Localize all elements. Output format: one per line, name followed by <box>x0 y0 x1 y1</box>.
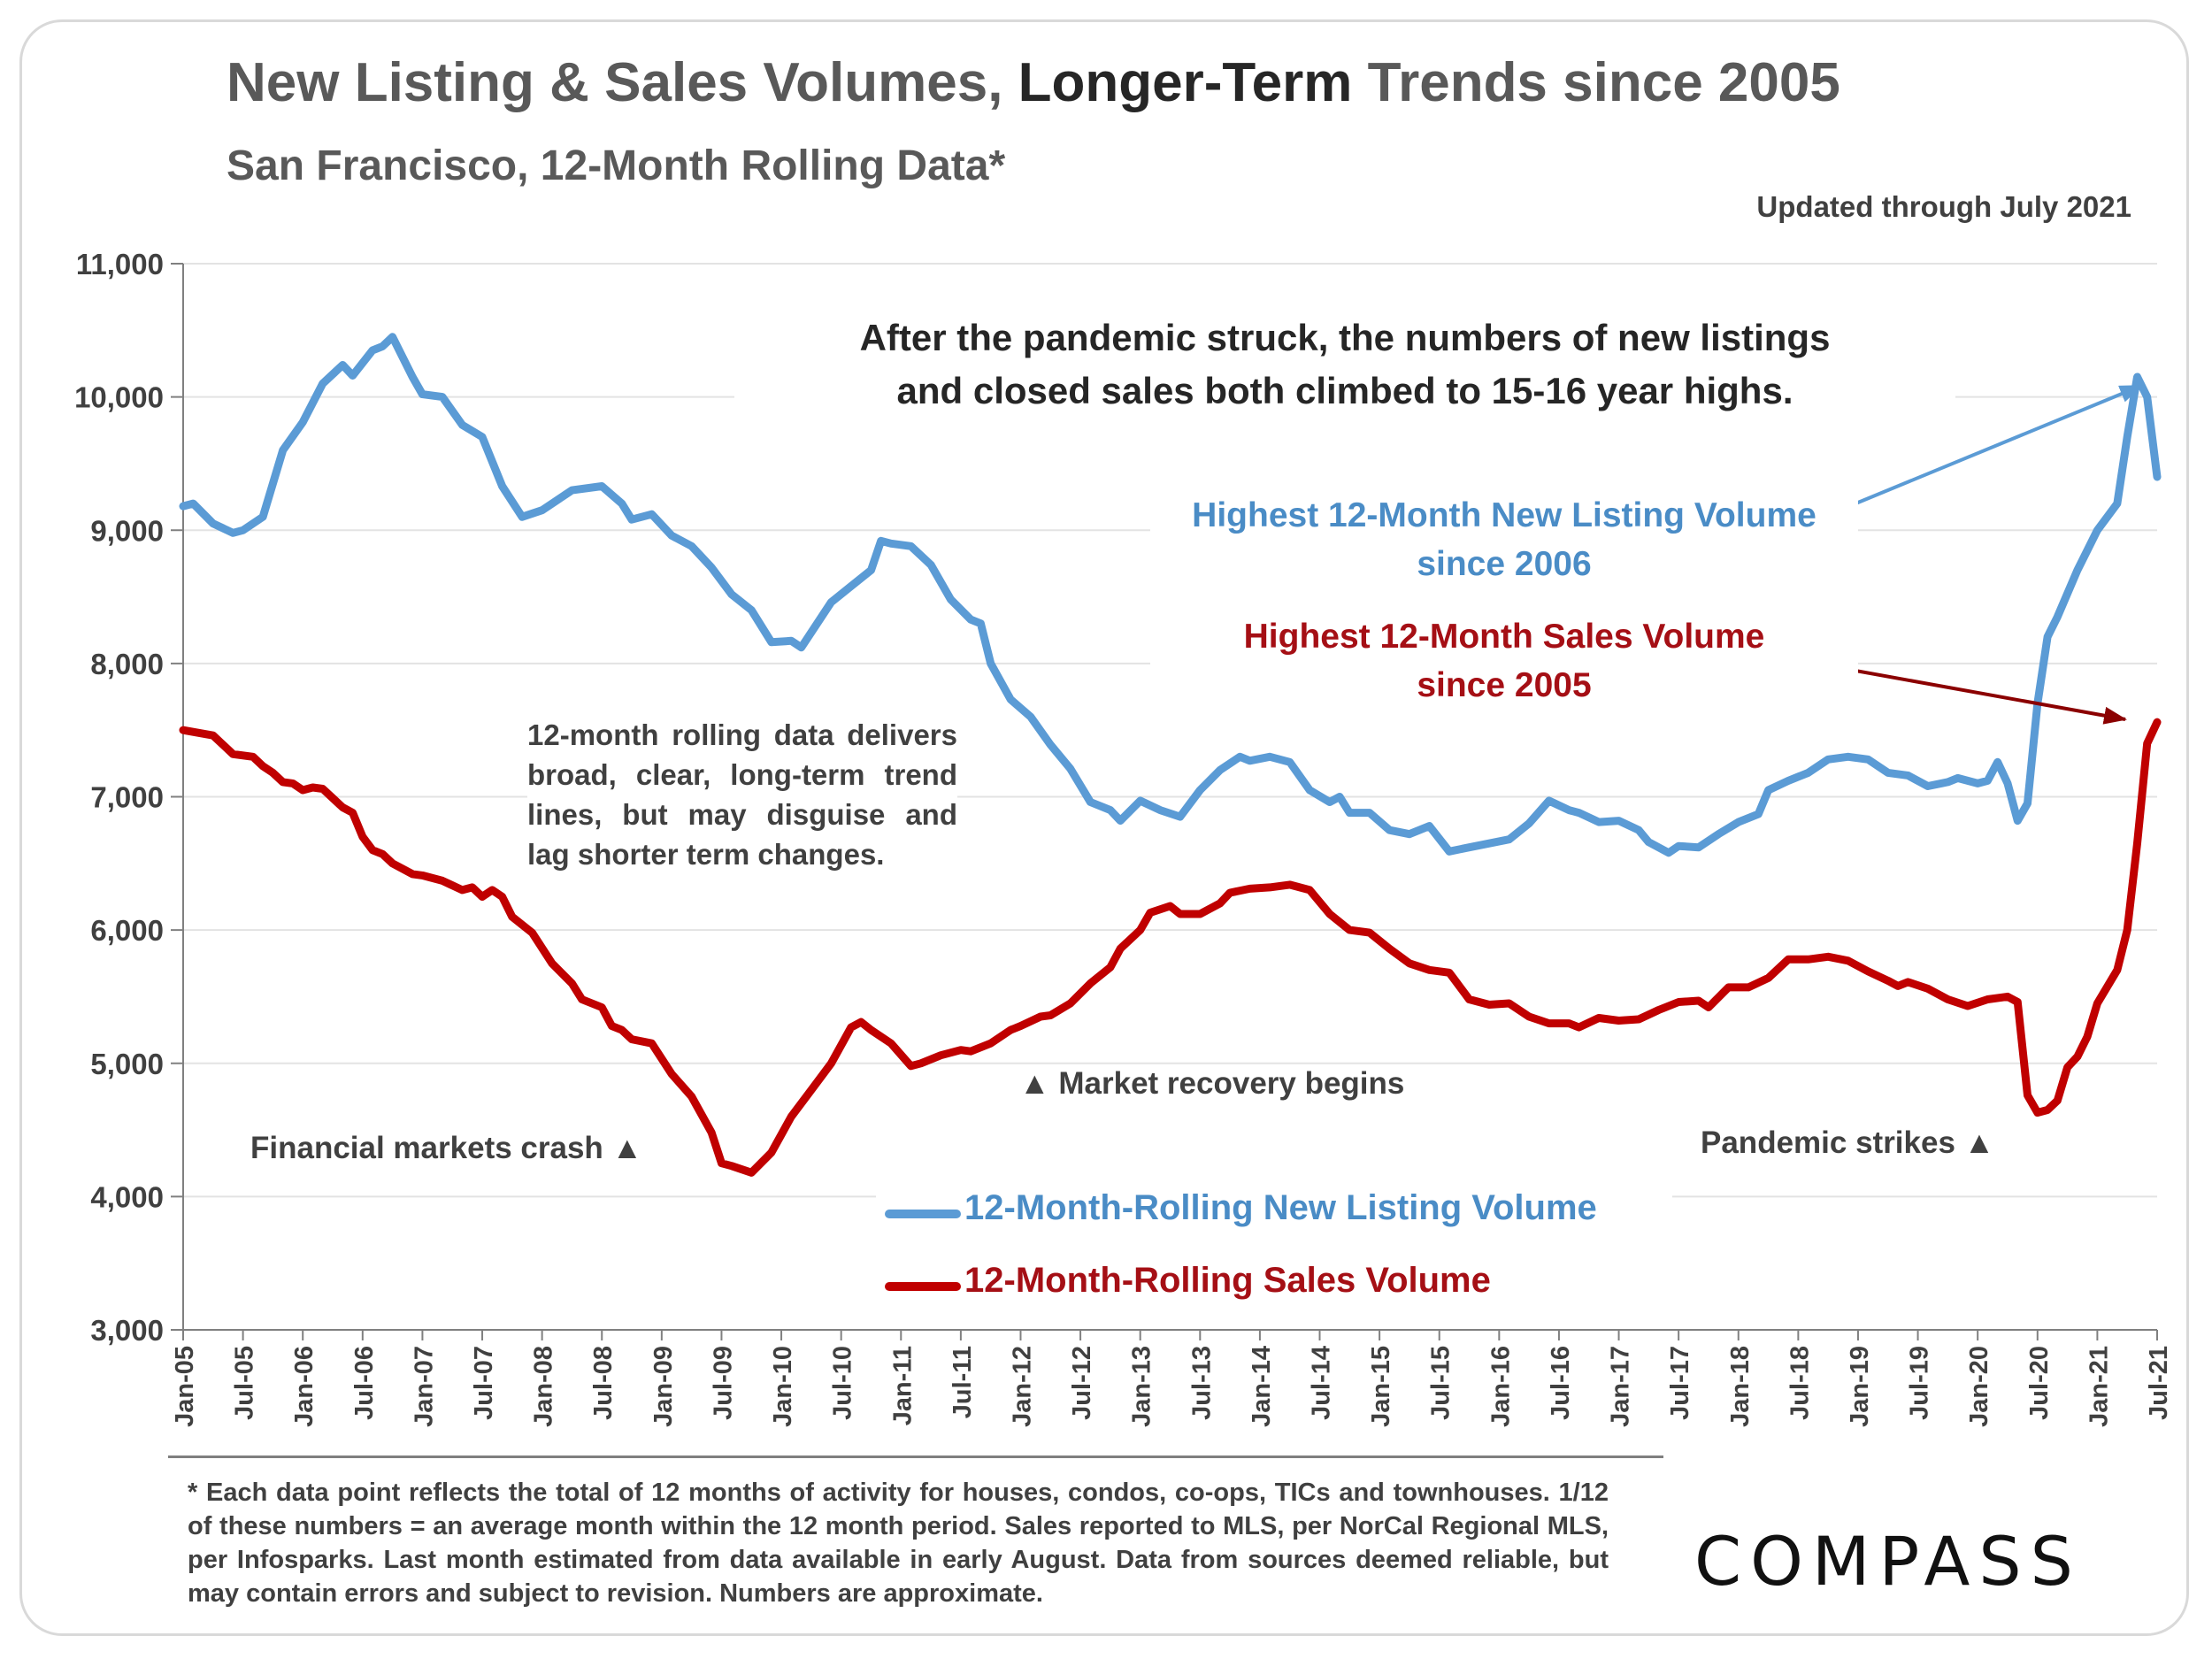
callout-sales: Highest 12-Month Sales Volume since 2005 <box>1150 612 1858 710</box>
x-tick-label: Jan-20 <box>1965 1346 1993 1427</box>
y-tick-label: 6,000 <box>90 914 164 947</box>
series-line-sales <box>179 718 2162 1177</box>
x-tick-label: Jan-18 <box>1726 1346 1755 1427</box>
x-tick-label: Jan-06 <box>290 1346 319 1427</box>
x-tick-label: Jan-12 <box>1008 1346 1036 1427</box>
annotation-recovery: ▲ Market recovery begins <box>1019 1066 1405 1101</box>
series-lines <box>179 333 2162 1177</box>
arrow-listing <box>1853 384 2143 506</box>
y-tick-label: 3,000 <box>90 1314 164 1347</box>
legend-label-listing: 12-Month-Rolling New Listing Volume <box>964 1188 1597 1227</box>
axes <box>171 263 2158 1340</box>
x-tick-label: Jan-16 <box>1486 1346 1515 1427</box>
x-tick-label: Jan-05 <box>171 1346 199 1427</box>
x-tick-label: Jan-14 <box>1248 1346 1276 1427</box>
x-tick-labels: Jan-05 Jul-05 Jan-06 Jul-06 Jan-07 Jul-07 Jan-… <box>171 1346 2173 1427</box>
y-tick-label: 9,000 <box>90 514 164 547</box>
y-tick-label: 7,000 <box>90 781 164 814</box>
y-tick-label: 4,000 <box>90 1180 164 1213</box>
y-tick-label: 5,000 <box>90 1048 164 1080</box>
x-tick-label: Jan-09 <box>649 1346 678 1427</box>
legend-label-sales: 12-Month-Rolling Sales Volume <box>964 1261 1491 1300</box>
x-tick-label: Jan-21 <box>2085 1346 2113 1427</box>
x-tick-label: Jan-11 <box>888 1346 917 1425</box>
x-tick-label: Jan-15 <box>1367 1346 1395 1427</box>
x-tick-label: Jul-05 <box>231 1346 259 1420</box>
headline-annotation: After the pandemic struck, the numbers o… <box>734 311 1955 418</box>
x-tick-label: Jul-20 <box>2025 1346 2054 1420</box>
footnote-divider <box>168 1455 1663 1458</box>
chart-title: New Listing & Sales Volumes, Longer-Term… <box>227 52 1840 113</box>
x-tick-label: Jul-21 <box>2145 1346 2173 1420</box>
chart-legend: 12-Month-Rolling New Listing Volume 12-M… <box>876 1181 1672 1326</box>
y-tick-label: 10,000 <box>74 381 164 414</box>
x-tick-label: Jan-08 <box>530 1346 558 1427</box>
x-tick-label: Jul-08 <box>589 1346 618 1420</box>
y-tick-label: 11,000 <box>76 248 164 280</box>
legend-swatch-listing <box>885 1210 961 1218</box>
x-tick-label: Jul-16 <box>1547 1346 1575 1420</box>
y-tick-labels: 3,000 4,000 5,000 6,000 7,000 8,000 9,000 10,00… <box>74 248 164 1347</box>
x-tick-label: Jan-17 <box>1607 1346 1635 1427</box>
x-tick-label: Jul-10 <box>829 1346 857 1420</box>
series-line-new-listing <box>179 333 2162 857</box>
x-tick-label: Jul-19 <box>1906 1346 1934 1420</box>
legend-item-sales: 12-Month-Rolling Sales Volume <box>876 1254 1672 1326</box>
x-tick-label: Jul-11 <box>949 1346 977 1418</box>
x-tick-label: Jul-09 <box>709 1346 737 1420</box>
x-tick-label: Jul-13 <box>1187 1346 1216 1420</box>
x-tick-label: Jul-12 <box>1068 1346 1096 1420</box>
annotation-pandemic: Pandemic strikes ▲ <box>1701 1125 1995 1160</box>
x-tick-label: Jan-07 <box>410 1346 438 1427</box>
x-tick-label: Jul-15 <box>1427 1346 1455 1420</box>
x-tick-label: Jul-07 <box>470 1346 498 1420</box>
x-tick-label: Jan-10 <box>769 1346 797 1427</box>
legend-swatch-sales <box>885 1282 961 1291</box>
annotation-crash: Financial markets crash ▲ <box>250 1131 643 1165</box>
x-tick-label: Jul-14 <box>1308 1346 1336 1420</box>
x-tick-label: Jul-06 <box>350 1346 379 1420</box>
chart-subtitle: San Francisco, 12-Month Rolling Data* <box>227 142 1006 189</box>
updated-label: Updated through July 2021 <box>1756 190 2131 223</box>
footnote: * Each data point reflects the total of … <box>188 1479 1609 1608</box>
x-tick-label: Jul-17 <box>1666 1346 1694 1420</box>
chart-frame <box>19 19 2189 1636</box>
x-tick-label: Jul-18 <box>1786 1346 1814 1420</box>
legend-item-listing: 12-Month-Rolling New Listing Volume <box>876 1181 1672 1254</box>
callout-listing: Highest 12-Month New Listing Volume sinc… <box>1150 491 1858 588</box>
x-tick-label: Jan-19 <box>1846 1346 1874 1427</box>
x-tick-label: Jan-13 <box>1128 1346 1156 1427</box>
y-tick-label: 8,000 <box>90 648 164 680</box>
rolling-data-note: 12-month rolling data delivers broad, cl… <box>527 715 957 874</box>
compass-logo: COMPASS <box>1694 1522 2082 1601</box>
